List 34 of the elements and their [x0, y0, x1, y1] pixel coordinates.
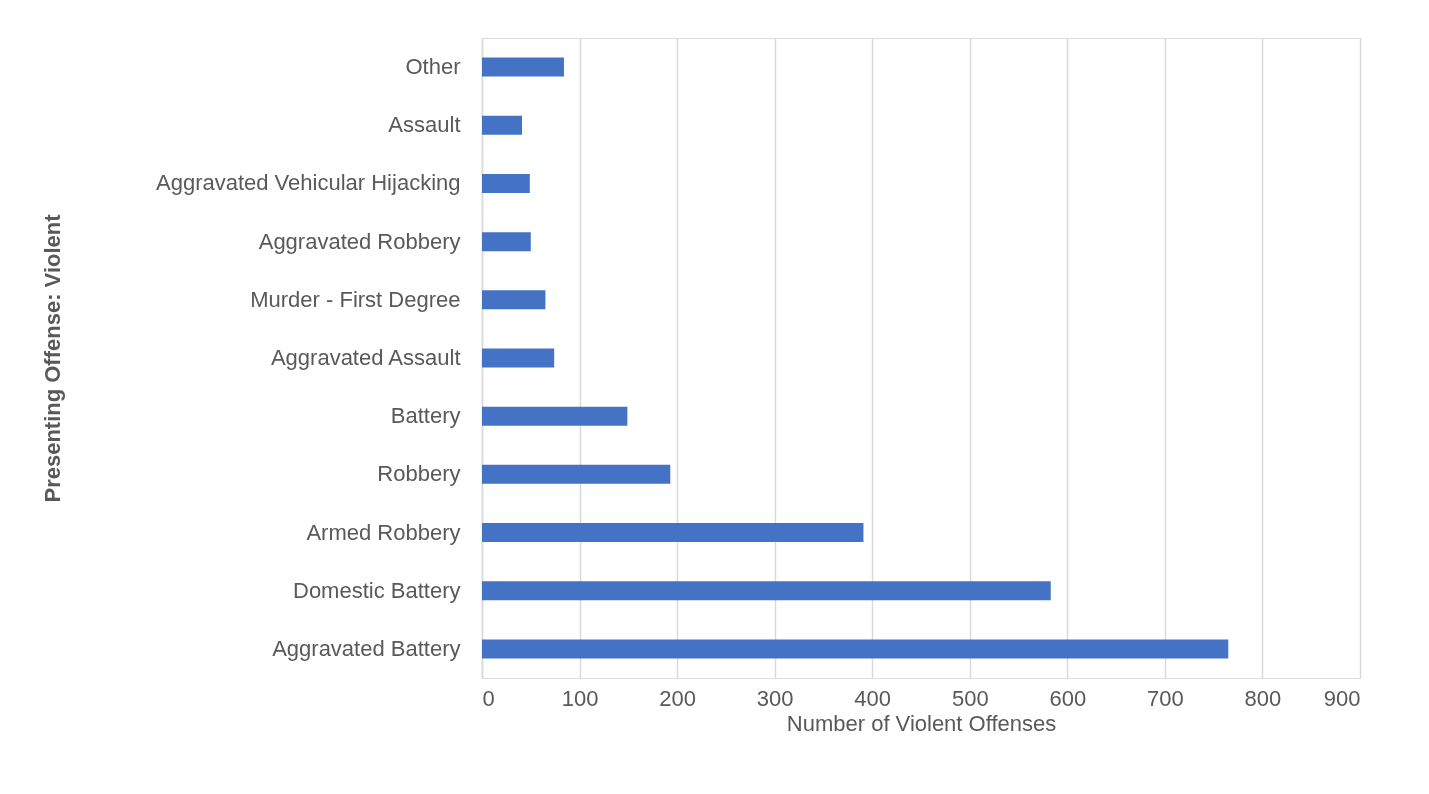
y-tick-label: Assault	[388, 112, 461, 138]
y-tick-label: Aggravated Assault	[270, 345, 461, 370]
bar	[482, 464, 671, 484]
y-tick-label: Other	[405, 54, 461, 80]
bar	[482, 173, 530, 193]
x-tick-label: 500	[951, 685, 989, 711]
x-tick-label: 200	[659, 685, 696, 711]
bar	[482, 348, 555, 368]
bar	[482, 232, 531, 252]
x-axis-title: Number of Violent Offenses	[786, 710, 1057, 736]
x-tick-label: 300	[756, 685, 794, 711]
y-tick-label: Aggravated Robbery	[258, 228, 461, 254]
x-tick-label: 900	[1323, 685, 1361, 711]
y-tick-label: Robbery	[377, 461, 461, 487]
x-tick-label: 0	[482, 685, 495, 711]
bar	[482, 57, 564, 77]
x-tick-label: 700	[1147, 685, 1184, 711]
y-axis-title: Presenting Offense: Violent	[39, 213, 65, 503]
bar	[482, 581, 1051, 601]
y-tick-label: Armed Robbery	[306, 519, 461, 545]
bar	[482, 115, 522, 135]
y-tick-label: Aggravated Vehicular Hijacking	[155, 170, 461, 196]
bar	[482, 639, 1229, 659]
x-tick-label: 100	[561, 685, 599, 711]
bar	[482, 406, 628, 426]
y-tick-label: Battery	[390, 403, 461, 429]
x-tick-label: 800	[1244, 685, 1282, 711]
y-tick-label: Domestic Battery	[293, 577, 461, 603]
x-tick-label: 400	[854, 685, 892, 711]
bar	[482, 290, 546, 310]
x-tick-label: 600	[1049, 685, 1087, 711]
bar	[482, 523, 864, 543]
y-tick-label: Aggravated Battery	[272, 635, 461, 661]
y-tick-label: Murder - First Degree	[250, 286, 461, 312]
